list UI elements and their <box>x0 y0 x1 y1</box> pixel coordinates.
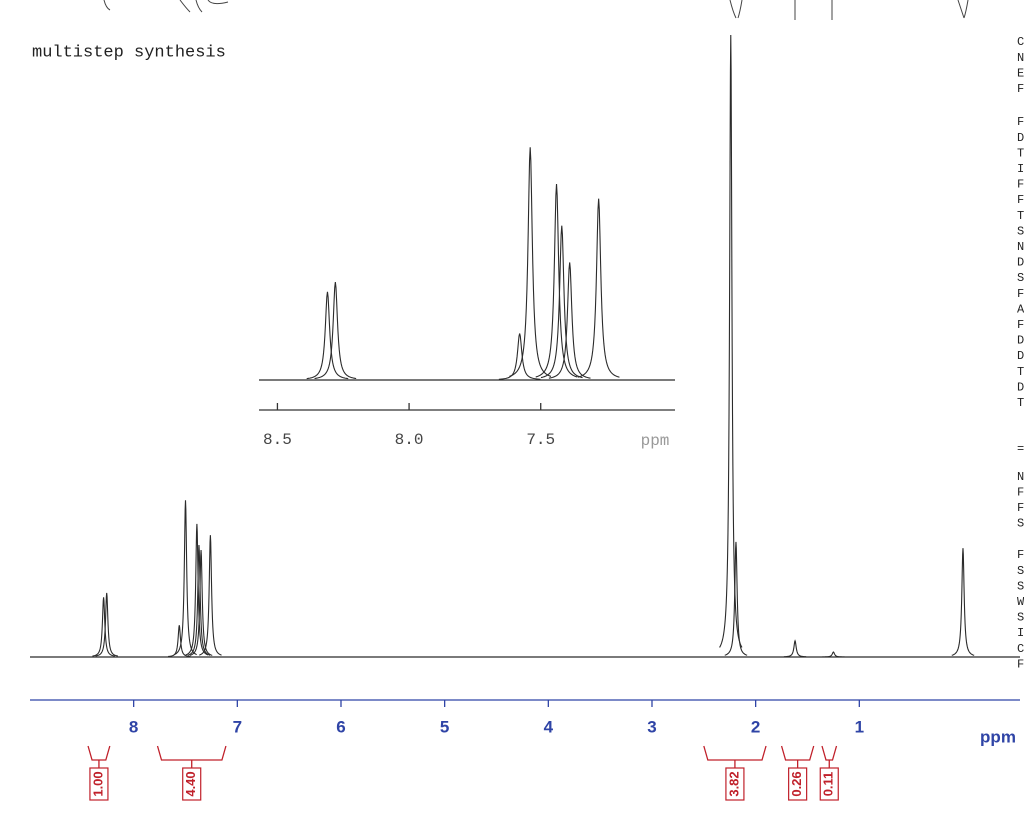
x-tick-label: 5 <box>440 717 449 736</box>
chart-title: multistep synthesis <box>32 43 226 62</box>
parameter-letter: F <box>1017 178 1024 192</box>
peak <box>719 34 743 648</box>
peak <box>189 549 213 656</box>
x-tick-label: 7 <box>233 717 242 736</box>
parameter-letter: D <box>1017 131 1024 145</box>
parameter-letter: T <box>1017 396 1024 410</box>
peak <box>187 545 211 656</box>
parameter-letter: S <box>1017 224 1024 238</box>
peak <box>951 548 975 656</box>
x-tick-label: 7.5 <box>526 431 555 449</box>
parameter-letter: F <box>1017 548 1024 562</box>
parameter-letter: N <box>1017 240 1024 254</box>
peak <box>535 183 578 378</box>
parameter-letter: F <box>1017 657 1024 671</box>
x-tick-label: 3 <box>647 717 656 736</box>
peak <box>548 262 591 379</box>
integral-label: 3.82 <box>726 771 741 796</box>
parameter-letter: T <box>1017 365 1024 379</box>
parameter-letter: F <box>1017 82 1024 96</box>
integral-label-box <box>89 767 109 801</box>
x-axis-label: ppm <box>641 432 670 450</box>
parameter-letter: F <box>1017 318 1024 332</box>
parameter-letter: S <box>1017 517 1024 531</box>
integral-label-box <box>819 767 839 801</box>
x-tick-label: 8.5 <box>263 431 292 449</box>
parameter-letter: C <box>1017 642 1024 656</box>
peak <box>724 541 748 656</box>
parameter-letter: C <box>1017 35 1024 49</box>
parameter-letter: F <box>1017 485 1024 499</box>
parameter-letter: I <box>1017 162 1024 176</box>
parameter-letter: S <box>1017 579 1024 593</box>
integral-label-box <box>182 767 202 801</box>
parameter-letter: D <box>1017 349 1024 363</box>
parameter-letter: D <box>1017 380 1024 394</box>
peak <box>540 225 583 379</box>
parameter-letter: A <box>1017 302 1024 316</box>
parameter-letter: D <box>1017 256 1024 270</box>
parameter-letter: N <box>1017 470 1024 484</box>
integral-label: 4.40 <box>183 771 198 796</box>
parameter-letter: F <box>1017 193 1024 207</box>
parameter-letter: S <box>1017 611 1024 625</box>
peak <box>168 625 191 658</box>
x-tick-label: 8.0 <box>395 431 424 449</box>
parameter-letter: T <box>1017 146 1024 160</box>
parameter-letter: D <box>1017 334 1024 348</box>
parameter-letter: I <box>1017 626 1024 640</box>
x-tick-label: 6 <box>336 717 345 736</box>
integral-label-box <box>725 767 745 801</box>
parameter-letter: F <box>1017 501 1024 515</box>
peak <box>822 651 845 658</box>
peak <box>185 523 209 656</box>
peak <box>783 639 807 658</box>
integral-label: 0.26 <box>789 771 804 796</box>
integral-label: 1.00 <box>90 771 105 796</box>
parameter-letter: = <box>1017 442 1024 456</box>
parameter-letter: S <box>1017 271 1024 285</box>
peak <box>199 535 222 656</box>
x-tick-label: 8 <box>129 717 138 736</box>
parameter-letter: W <box>1017 595 1024 609</box>
peak <box>577 198 620 378</box>
peak <box>95 592 119 657</box>
integral-label-box <box>788 767 808 801</box>
x-tick-label: 2 <box>751 717 760 736</box>
peak <box>498 333 541 380</box>
parameter-letter: S <box>1017 564 1024 578</box>
peak <box>314 281 357 380</box>
x-tick-label: 1 <box>855 717 864 736</box>
parameter-letter: E <box>1017 66 1024 80</box>
integral-label: 0.11 <box>821 772 836 797</box>
parameter-letter: F <box>1017 115 1024 129</box>
x-axis-label: ppm <box>980 727 1016 746</box>
peak <box>92 597 115 657</box>
parameter-letter: T <box>1017 209 1024 223</box>
parameter-letter: N <box>1017 51 1024 65</box>
integral-curve-fragment <box>103 0 969 20</box>
x-tick-label: 4 <box>544 717 554 736</box>
parameter-letter: F <box>1017 287 1024 301</box>
peak <box>306 291 349 380</box>
top-integral-fragments <box>103 0 969 20</box>
